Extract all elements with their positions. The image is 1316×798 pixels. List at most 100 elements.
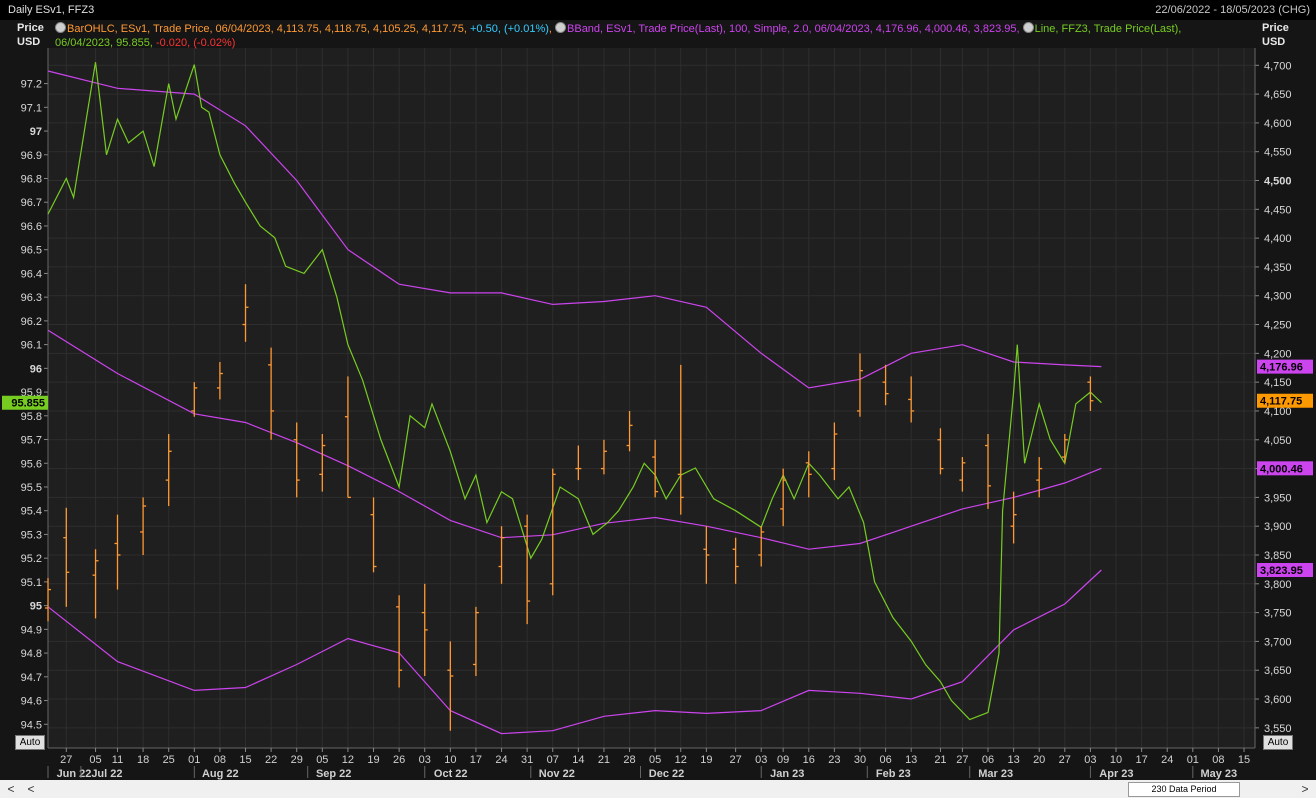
left-axis-tick-label: 94.6	[21, 696, 42, 708]
right-axis-header-currency: USD	[1262, 36, 1286, 48]
right-axis-tick-label: 4,150	[1264, 377, 1292, 389]
ohlc-bar	[831, 422, 838, 481]
x-axis-tick-label: 17	[1135, 754, 1147, 766]
ohlc-bar	[937, 428, 944, 475]
left-axis-header-currency: USD	[17, 36, 41, 48]
x-axis-tick-label: 13	[1007, 754, 1019, 766]
series-line	[47, 62, 1102, 721]
left-auto-scale-button[interactable]: Auto	[15, 735, 45, 750]
x-axis-tick-label: 26	[393, 754, 405, 766]
right-axis-tick-label: 4,700	[1264, 60, 1292, 72]
x-axis-tick-label: 21	[934, 754, 946, 766]
x-axis-tick-label: 21	[598, 754, 610, 766]
legend-segment: +0.50, (+0.01%)	[470, 23, 549, 35]
ohlc-bar	[293, 422, 300, 498]
ohlc-bar	[1036, 457, 1043, 498]
right-axis-tick-label: 4,200	[1264, 348, 1292, 360]
x-axis-tick-label: 30	[854, 754, 866, 766]
x-axis-month-label: Jan 23	[770, 768, 804, 780]
x-axis-tick-label: 19	[367, 754, 379, 766]
x-axis-band	[0, 748, 1316, 780]
chart-plot[interactable]: 94.5 94.6 94.7 94.8 94.9 95 95.1 95.2 95.3 95.4 95…	[0, 0, 1316, 780]
right-auto-scale-button[interactable]: Auto	[1263, 735, 1293, 750]
legend-line-1: BarOHLC, ESv1, Trade Price, 06/04/2023, …	[55, 22, 1181, 36]
x-axis-tick-label: 14	[572, 754, 584, 766]
x-axis-month-label: Apr 23	[1099, 768, 1133, 780]
ohlc-bar	[140, 497, 147, 555]
plot-area	[48, 48, 1255, 748]
ohlc-bar	[396, 595, 403, 688]
x-axis-tick-label: 20	[1033, 754, 1045, 766]
left-axis-tick-label: 95.6	[21, 458, 42, 470]
right-axis-tick-label: 4,450	[1264, 204, 1292, 216]
left-axis-tick-label: 95	[30, 601, 42, 613]
left-axis-tick-label: 97	[30, 126, 42, 138]
x-axis-tick-label: 28	[623, 754, 635, 766]
left-axis-tick-label: 96.1	[21, 340, 42, 352]
ohlc-bar	[165, 434, 172, 507]
ohlc-bar	[856, 353, 863, 417]
ohlc-bar	[732, 537, 739, 584]
time-scrollbar[interactable]: < < 230 Data Period >	[0, 780, 1316, 798]
x-axis-tick-label: 01	[1187, 754, 1199, 766]
bband-mid-marker: 4,000.46	[1260, 463, 1303, 475]
left-axis-tick-label: 95.7	[21, 435, 42, 447]
ohlc-bar	[984, 434, 991, 509]
legend-series-icon[interactable]	[555, 22, 567, 33]
left-axis-tick-label: 96.4	[21, 268, 42, 280]
ohlc-bar	[191, 382, 198, 417]
ohlc-bar	[319, 434, 326, 492]
ffz3-last-marker-box	[2, 395, 48, 410]
x-axis-tick-label: 31	[521, 754, 533, 766]
x-axis-tick-label: 27	[60, 754, 72, 766]
x-axis-tick-label: 03	[1084, 754, 1096, 766]
ohlc-bar	[45, 578, 51, 622]
left-axis-tick-label: 95.4	[21, 506, 42, 518]
x-axis-tick-label: 12	[675, 754, 687, 766]
scroll-right-icon[interactable]: >	[1301, 782, 1309, 796]
ohlc-bar	[882, 364, 889, 406]
x-axis-month-label: Aug 22	[202, 768, 239, 780]
right-axis-tick-label: 3,550	[1264, 723, 1292, 735]
ohlc-bar	[1061, 434, 1068, 463]
ohlc-bar	[908, 376, 915, 423]
x-axis-month-label: Jun 22	[57, 768, 92, 780]
left-axis-tick-label: 95.8	[21, 411, 42, 423]
x-axis-tick-label: 15	[239, 754, 251, 766]
x-axis-tick-label: 10	[1110, 754, 1122, 766]
right-axis-header: Price USD	[1262, 21, 1289, 49]
legend-series-icon[interactable]	[55, 22, 66, 33]
legend-series-icon[interactable]	[1022, 22, 1034, 33]
left-axis-tick-label: 96.8	[21, 174, 42, 186]
x-axis-tick-label: 29	[291, 754, 303, 766]
x-axis-tick-label: 13	[905, 754, 917, 766]
left-axis-tick-label: 95.3	[21, 529, 42, 541]
x-axis-tick-label: 01	[188, 754, 200, 766]
right-axis-tick-label: 3,650	[1264, 665, 1292, 677]
right-axis-tick-label: 4,050	[1264, 435, 1292, 447]
data-period-thumb[interactable]: 230 Data Period	[1128, 782, 1240, 797]
x-axis-tick-label: 27	[956, 754, 968, 766]
x-axis-month-label: Mar 23	[978, 768, 1013, 780]
ohlc-bar	[92, 549, 99, 619]
scroll-left-icon[interactable]: <	[7, 782, 15, 796]
ffz3-last-marker: 95.855	[11, 398, 45, 410]
left-axis-tick-label: 96.7	[21, 197, 42, 209]
series-line	[47, 329, 1102, 550]
right-axis-tick-label: 4,550	[1264, 147, 1292, 159]
scroll-left-arrow-icon[interactable]: <	[27, 782, 35, 796]
left-axis-tick-label: 94.9	[21, 624, 42, 636]
x-axis-tick-label: 25	[163, 754, 175, 766]
right-axis-header-price: Price	[1262, 22, 1289, 34]
ohlc-bar	[758, 526, 765, 567]
x-axis-tick-label: 05	[89, 754, 101, 766]
right-axis-tick-label: 3,600	[1264, 694, 1292, 706]
right-axis-tick-label: 3,900	[1264, 521, 1292, 533]
right-axis-tick-label: 4,350	[1264, 262, 1292, 274]
legend-segment: Line, FFZ3, Trade Price(Last),	[1034, 23, 1182, 35]
x-axis-tick-label: 15	[1238, 754, 1250, 766]
chart-title: Daily ESv1, FFZ3	[8, 4, 95, 16]
right-axis-tick-label: 3,850	[1264, 550, 1292, 562]
legend-segment: -0.020, (-0.02%)	[155, 37, 236, 49]
left-axis-tick-label: 95.2	[21, 553, 42, 565]
